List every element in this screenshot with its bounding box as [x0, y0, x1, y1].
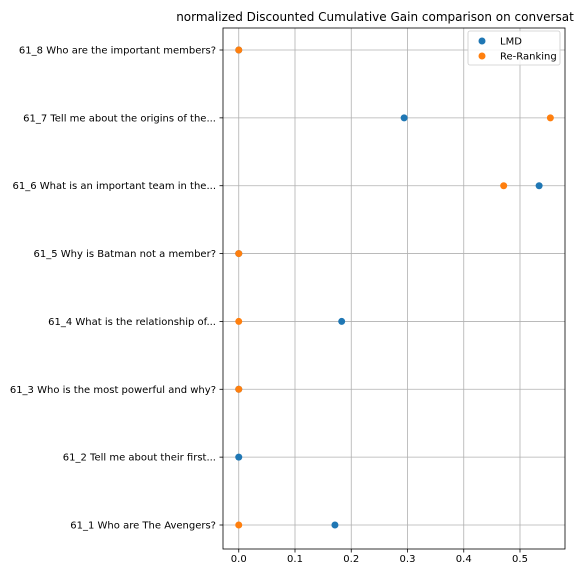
legend-box [467, 30, 561, 66]
data-point-re-ranking [235, 46, 243, 54]
y-tick-label: 61_1 Who are The Avengers? [70, 521, 216, 532]
x-tick-label: 0.4 [456, 554, 472, 565]
data-point-re-ranking [235, 317, 243, 325]
y-tick-label: 61_4 What is the relationship of... [48, 317, 216, 328]
data-point-lmd [331, 521, 339, 529]
data-point-re-ranking [235, 250, 243, 258]
legend: LMD Re-Ranking [467, 30, 561, 66]
y-tick-label: 61_8 Who are the important members? [19, 46, 216, 57]
data-point-lmd [535, 182, 543, 190]
x-tick-label: 0.2 [343, 554, 359, 565]
y-tick-label: 61_3 Who is the most powerful and why? [10, 385, 216, 396]
data-point-re-ranking [235, 521, 243, 529]
y-tick-label: 61_5 Why is Batman not a member? [34, 249, 216, 260]
legend-marker [478, 37, 486, 45]
x-tick-label: 0.1 [287, 554, 303, 565]
x-tick-label: 0.3 [400, 554, 416, 565]
legend-label: Re-Ranking [500, 52, 557, 63]
data-point-lmd [338, 317, 346, 325]
y-tick-label: 61_2 Tell me about their first... [63, 453, 216, 464]
data-points [235, 46, 554, 529]
data-point-lmd [400, 114, 408, 122]
plot-frame [222, 27, 566, 550]
data-point-re-ranking [500, 182, 508, 190]
data-point-re-ranking [235, 385, 243, 393]
chart-title: normalized Discounted Cumulative Gain co… [176, 10, 574, 24]
data-point-lmd [235, 453, 243, 461]
x-tick-label: 0.5 [512, 554, 528, 565]
y-tick-label: 61_6 What is an important team in the... [13, 181, 216, 192]
x-tick-label: 0.0 [231, 554, 247, 565]
legend-marker [478, 52, 486, 60]
axes: 0.0 0.1 0.2 0.3 0.4 0.5 61_1 Who are The Aveng… [10, 27, 566, 565]
data-point-re-ranking [546, 114, 554, 122]
legend-label: LMD [500, 37, 522, 48]
y-tick-label: 61_7 Tell me about the origins of the... [23, 113, 216, 124]
